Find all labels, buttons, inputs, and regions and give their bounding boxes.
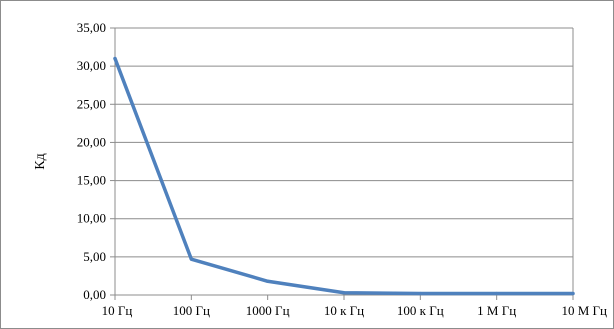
data-point — [266, 279, 270, 283]
data-point — [189, 257, 193, 261]
y-tick-label: 0,00 — [83, 287, 106, 302]
data-point — [495, 291, 499, 296]
y-tick-label: 5,00 — [83, 249, 106, 264]
x-tick-label: 10 к Гц — [324, 303, 364, 318]
y-axis-title: Кд — [33, 153, 48, 169]
y-tick-label: 30,00 — [77, 58, 106, 73]
y-tick-label: 25,00 — [77, 96, 106, 111]
x-tick-label: 1000 Гц — [246, 303, 290, 318]
y-tick-label: 20,00 — [77, 134, 106, 149]
data-point — [342, 291, 346, 295]
x-tick-label: 100 Гц — [173, 303, 210, 318]
x-tick-label: 10 М Гц — [561, 303, 607, 318]
tick-labels: 0,00 5,00 10,00 15,00 20,00 25,00 30,00 35,00 10… — [77, 20, 607, 318]
y-tick-label: 35,00 — [77, 20, 106, 35]
x-tick-label: 100 к Гц — [397, 303, 444, 318]
y-tick-label: 15,00 — [77, 173, 106, 188]
x-tick-label: 10 Гц — [102, 303, 133, 318]
y-tick-label: 10,00 — [77, 211, 106, 226]
data-point — [113, 56, 117, 61]
data-point — [418, 291, 422, 296]
series-layer — [113, 56, 575, 296]
data-point — [571, 291, 575, 296]
x-tick-label: 1 М Гц — [477, 303, 516, 318]
